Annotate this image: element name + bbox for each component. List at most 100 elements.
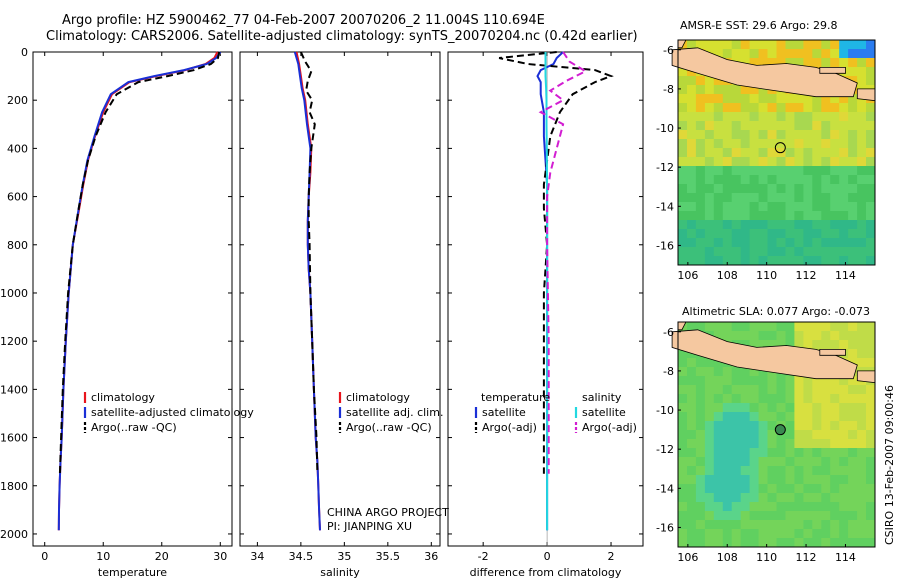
sst-map-cell <box>857 184 867 194</box>
sla-map-cell <box>848 331 858 341</box>
sla-map-cell <box>812 520 822 530</box>
sla-map-cell <box>740 322 751 332</box>
sst-map-cell <box>830 121 840 131</box>
sla-map-cell <box>722 466 733 476</box>
sst-map-cell <box>740 256 751 266</box>
sst-map-cell <box>687 130 697 140</box>
sst-map-cell <box>794 184 804 194</box>
sst-map-cell <box>678 112 688 122</box>
sla-map-cell <box>758 340 768 350</box>
sst-map-cell <box>803 247 813 257</box>
sst-map-cell <box>776 166 786 176</box>
sst-map-cell <box>758 58 768 68</box>
sla-map-cell <box>731 322 742 332</box>
sst-map-ytick-label: -12 <box>656 161 674 174</box>
sla-map-cell <box>794 421 804 431</box>
sst-map-cell <box>794 193 804 203</box>
sla-map-cell <box>678 367 688 377</box>
sst-map-cell <box>758 121 768 131</box>
sla-map-cell <box>812 430 822 440</box>
sst-map-cell <box>713 229 724 239</box>
sst-map-cell <box>722 184 733 194</box>
sst-map-cell <box>839 256 849 266</box>
salinity-annotation-project: CHINA ARGO PROJECT <box>327 506 449 519</box>
sst-map-cell <box>713 85 724 95</box>
sla-map-cell <box>812 412 822 422</box>
sla-map-cell <box>749 394 759 404</box>
sst-map-title: AMSR-E SST: 29.6 Argo: 29.8 <box>680 19 838 32</box>
sla-map-cell <box>866 403 876 413</box>
sst-map-cell <box>794 211 804 221</box>
sla-map-cell <box>803 493 813 503</box>
sla-map-cell <box>866 511 876 521</box>
sst-map-cell <box>767 256 777 266</box>
sst-map-cell <box>695 247 706 257</box>
sla-map-cell <box>687 439 697 449</box>
sst-map-cell <box>740 220 751 230</box>
sst-map-cell <box>821 58 831 68</box>
sst-map-cell <box>713 184 724 194</box>
sst-map-cell <box>713 103 724 113</box>
sst-map-cell <box>848 49 858 59</box>
sla-map-cell <box>687 430 697 440</box>
sla-map-cell <box>866 340 876 350</box>
sst-map-xtick-label: 112 <box>796 269 817 282</box>
sla-map-cell <box>704 493 715 503</box>
sst-map-cell <box>803 58 813 68</box>
sla-map-cell <box>704 511 715 521</box>
sla-map-cell <box>758 322 768 332</box>
sst-map-cell <box>785 94 795 104</box>
sla-map-cell <box>767 412 777 422</box>
sla-map-cell <box>848 403 858 413</box>
depth-tick-label: 800 <box>7 239 28 252</box>
sla-map-cell <box>776 322 786 332</box>
sla-map-cell <box>695 421 706 431</box>
sst-map-cell <box>830 58 840 68</box>
sla-map-cell <box>704 430 715 440</box>
sla-map-cell <box>767 529 777 539</box>
sst-map-cell <box>776 229 786 239</box>
sst-map-cell <box>839 202 849 212</box>
sla-map-cell <box>866 538 876 548</box>
sst-map-cell <box>678 193 688 203</box>
sst-map-cell <box>821 40 831 50</box>
sst-map-cell <box>767 148 777 158</box>
sst-map-cell <box>704 229 715 239</box>
sla-map-cell <box>857 349 867 359</box>
difference-xlabel: difference from climatology <box>470 566 622 579</box>
sst-map-cell <box>812 184 822 194</box>
sst-map-cell <box>758 247 768 257</box>
sst-map-cell <box>776 139 786 149</box>
sla-map-cell <box>704 484 715 494</box>
sla-map-cell <box>740 412 751 422</box>
sla-map-cell <box>695 457 706 467</box>
sla-map-cell <box>687 502 697 512</box>
sst-map-cell <box>857 67 867 77</box>
sst-map-cell <box>687 112 697 122</box>
sla-map-cell <box>731 511 742 521</box>
sst-map-cell <box>678 229 688 239</box>
sla-map-cell <box>722 421 733 431</box>
sla-map-cell <box>848 394 858 404</box>
sst-map-cell <box>704 94 715 104</box>
sst-map-cell <box>767 130 777 140</box>
sst-map-cell <box>794 256 804 266</box>
sst-map-cell <box>731 121 742 131</box>
sla-map-cell <box>866 493 876 503</box>
sst-map-cell <box>794 247 804 257</box>
sla-map-cell <box>830 331 840 341</box>
sla-map-cell <box>722 493 733 503</box>
csiro-timestamp: CSIRO 13-Feb-2007 09:00:46 <box>883 385 896 545</box>
sla-map-cell <box>848 349 858 359</box>
sla-map-cell <box>776 331 786 341</box>
sst-map-cell <box>740 121 751 131</box>
sla-map-cell <box>678 349 688 359</box>
sst-map-cell <box>821 175 831 185</box>
sla-map-ytick-label: -14 <box>656 482 674 495</box>
sla-map-cell <box>722 367 733 377</box>
sla-map-cell <box>857 412 867 422</box>
sst-map-cell <box>713 76 724 86</box>
sst-map-cell <box>687 121 697 131</box>
sla-map-cell <box>776 403 786 413</box>
sst-map-cell <box>749 85 759 95</box>
